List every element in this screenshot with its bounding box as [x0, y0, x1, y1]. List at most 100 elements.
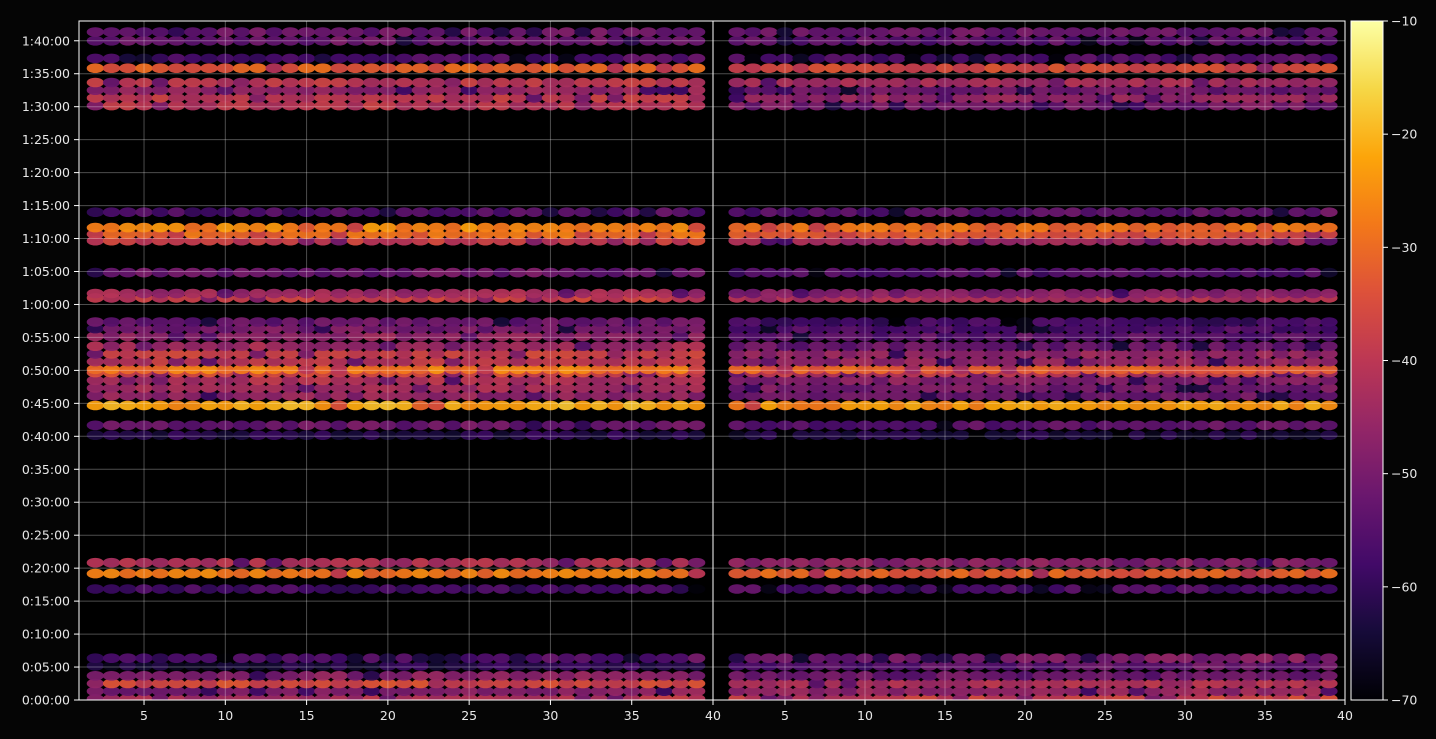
heatmap-cell — [1000, 85, 1018, 95]
heatmap-cell — [688, 356, 706, 367]
heatmap-cell — [856, 694, 874, 700]
heatmap-cell — [509, 390, 527, 401]
heatmap-cell — [346, 375, 364, 386]
heatmap-cell — [888, 694, 906, 700]
heatmap-cell — [395, 686, 413, 696]
heatmap-cell — [1080, 222, 1098, 233]
heatmap-cell — [395, 390, 413, 401]
heatmap-cell — [233, 207, 251, 217]
heatmap-cell — [444, 235, 462, 246]
colorbar-tick-label: −50 — [1391, 466, 1417, 481]
heatmap-cell — [1048, 568, 1066, 579]
x-tick-label: 25 — [1097, 708, 1113, 723]
heatmap-cell — [281, 63, 299, 73]
heatmap-cell — [281, 331, 299, 342]
heatmap-cell — [509, 93, 527, 103]
heatmap-cell — [1112, 557, 1130, 568]
heatmap-cell — [363, 53, 381, 64]
heatmap-cell — [330, 653, 348, 663]
heatmap-cell — [460, 222, 478, 233]
heatmap-cell — [606, 568, 625, 579]
heatmap-cell — [1224, 53, 1242, 64]
heatmap-cell — [200, 93, 218, 103]
heatmap-cell — [920, 364, 938, 375]
heatmap-cell — [1016, 317, 1034, 327]
heatmap-cell — [1128, 686, 1146, 696]
heatmap-cell — [151, 77, 169, 88]
heatmap-cell — [1000, 568, 1018, 579]
heatmap-cell — [363, 93, 381, 103]
heatmap-cell — [151, 207, 169, 217]
heatmap-cell — [904, 678, 922, 689]
heatmap-cell — [1176, 420, 1194, 431]
heatmap-cell — [428, 356, 446, 367]
heatmap-cell — [776, 288, 794, 299]
heatmap-cell — [167, 267, 186, 278]
heatmap-cell — [952, 400, 970, 411]
heatmap-cell — [200, 356, 218, 367]
heatmap-cell — [249, 557, 267, 568]
heatmap-cell — [856, 288, 874, 299]
heatmap-cell — [119, 364, 137, 375]
heatmap-cell — [509, 85, 527, 95]
heatmap-cell — [541, 235, 560, 246]
heatmap-cell — [558, 93, 576, 103]
heatmap-cell — [281, 678, 299, 689]
heatmap-cell — [1176, 694, 1194, 700]
heatmap-cell — [184, 77, 202, 88]
heatmap-cell — [1112, 584, 1130, 594]
heatmap-cell — [792, 323, 810, 334]
heatmap-cell — [428, 400, 446, 411]
heatmap-cell — [1128, 317, 1146, 327]
heatmap-cell — [233, 235, 251, 246]
heatmap-cell — [776, 661, 794, 671]
heatmap-cell — [1304, 267, 1322, 278]
heatmap-cell — [476, 430, 494, 441]
heatmap-cell — [824, 27, 842, 37]
heatmap-cell — [135, 77, 153, 88]
heatmap-cell — [1192, 671, 1210, 681]
heatmap-cell — [476, 678, 494, 689]
heatmap-cell — [200, 100, 218, 111]
heatmap-cell — [952, 375, 970, 386]
heatmap-cell — [792, 420, 810, 431]
heatmap-cell — [824, 235, 842, 246]
heatmap-cell — [744, 93, 762, 103]
heatmap-cell — [509, 63, 527, 73]
heatmap-cell — [314, 420, 332, 431]
heatmap-cell — [298, 267, 316, 278]
heatmap-cell — [590, 331, 608, 342]
heatmap-cell — [1144, 349, 1162, 359]
heatmap-cell — [525, 85, 543, 95]
heatmap-cell — [1272, 331, 1290, 342]
heatmap-cell — [1160, 36, 1178, 46]
heatmap-cell — [509, 27, 527, 37]
heatmap-cell — [606, 557, 625, 568]
heatmap-cell — [1320, 349, 1338, 359]
heatmap-cell — [888, 584, 906, 594]
heatmap-cell — [671, 317, 690, 327]
heatmap-cell — [688, 383, 706, 393]
heatmap-cell — [1240, 93, 1258, 103]
heatmap-cell — [888, 383, 906, 393]
heatmap-cell — [119, 53, 137, 64]
y-tick-label: 1:10:00 — [22, 231, 70, 246]
heatmap-cell — [968, 235, 986, 246]
heatmap-cell — [1080, 317, 1098, 327]
heatmap-cell — [476, 568, 494, 579]
heatmap-cell — [298, 288, 316, 299]
heatmap-cell — [856, 420, 874, 431]
heatmap-cell — [1224, 77, 1242, 88]
heatmap-cell — [1320, 400, 1338, 411]
heatmap-cell — [216, 390, 234, 401]
heatmap-cell — [493, 375, 511, 386]
heatmap-cell — [151, 323, 169, 334]
heatmap-cell — [728, 222, 746, 233]
heatmap-cell — [1112, 694, 1130, 700]
heatmap-cell — [1208, 383, 1226, 393]
heatmap-cell — [1128, 400, 1146, 411]
heatmap-cell — [314, 317, 332, 327]
heatmap-cell — [574, 288, 592, 299]
heatmap-cell — [1048, 341, 1066, 352]
heatmap-cell — [1016, 390, 1034, 401]
